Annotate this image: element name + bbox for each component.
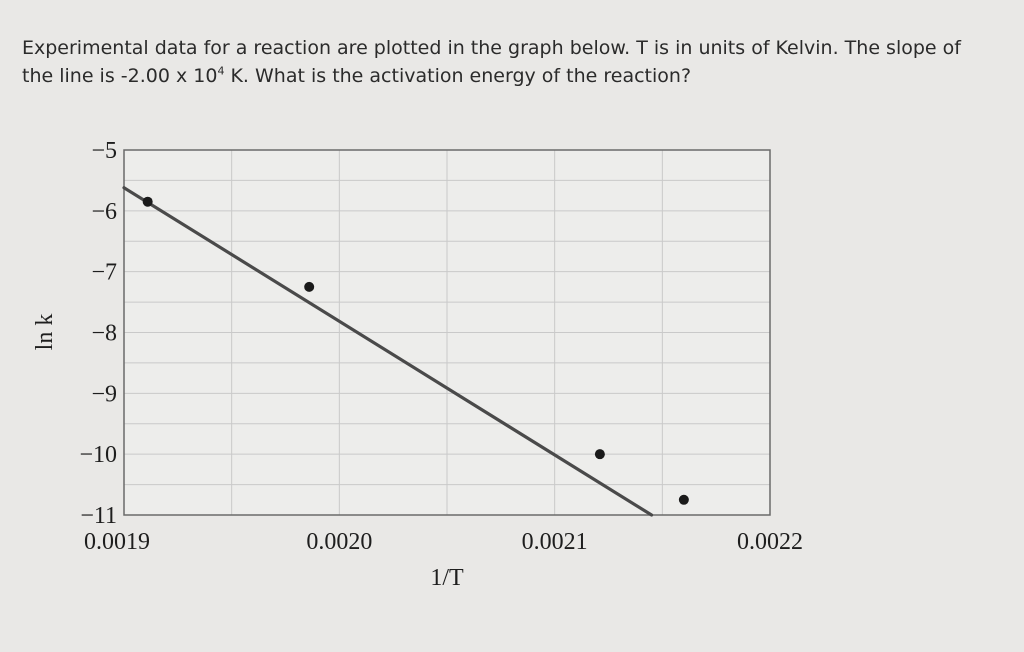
question-part1: Experimental data for a reaction are plo… <box>22 37 961 87</box>
y-tick-label: −7 <box>91 260 117 286</box>
y-axis-title: ln k <box>32 314 58 351</box>
best-fit-line <box>122 186 654 517</box>
data-series <box>122 186 689 517</box>
x-axis-title: 1/T <box>430 565 464 591</box>
y-tick-label: −9 <box>91 381 117 407</box>
question-exponent: 4 <box>217 64 225 78</box>
x-tick-labels: 0.0019 0.0020 0.0021 0.0022 <box>84 529 803 555</box>
x-tick-label: 0.0022 <box>737 529 803 555</box>
question-text: Experimental data for a reaction are plo… <box>22 34 997 90</box>
data-point <box>304 281 315 292</box>
question-part2: K. What is the activation energy of the … <box>224 65 692 87</box>
y-tick-label: −8 <box>91 321 117 347</box>
data-point <box>678 494 689 505</box>
x-tick-label: 0.0019 <box>84 529 150 555</box>
plot-frame <box>123 149 771 516</box>
y-tick-label: −11 <box>80 503 117 529</box>
y-tick-labels: −5 −6 −7 −8 −9 −10 −11 <box>79 138 117 529</box>
y-tick-label: −5 <box>91 138 117 164</box>
data-point <box>142 196 153 207</box>
y-tick-label: −6 <box>91 199 117 225</box>
x-tick-label: 0.0021 <box>522 529 588 555</box>
data-point <box>594 449 605 460</box>
x-tick-label: 0.0020 <box>306 529 372 555</box>
y-tick-label: −10 <box>79 442 117 468</box>
grid-lines <box>124 150 770 515</box>
